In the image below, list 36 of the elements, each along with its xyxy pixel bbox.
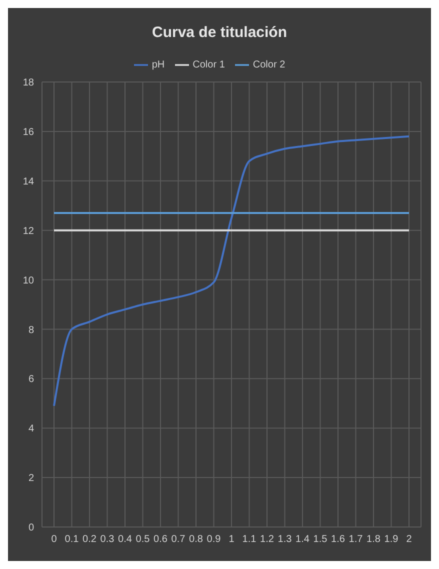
x-tick-label: 1 [228, 534, 235, 546]
x-tick-label: 1.8 [366, 534, 381, 546]
x-tick-label: 0.6 [154, 534, 168, 546]
y-tick-label: 16 [22, 126, 34, 138]
y-tick-label: 4 [28, 424, 34, 435]
x-tick-label: 0.1 [64, 534, 80, 546]
x-tick-label: 1.9 [384, 534, 399, 546]
x-tick-label: 1.7 [348, 534, 364, 546]
y-tick-label: 10 [22, 275, 34, 286]
x-tick-label: 0.4 [118, 534, 132, 546]
y-tick-label: 2 [28, 473, 34, 484]
line-series [53, 135, 410, 407]
y-tick-label: 14 [22, 176, 34, 188]
x-tick-label: 1.1 [242, 534, 257, 546]
x-tick-label: 0.5 [136, 534, 150, 546]
x-tick-label: 0.7 [171, 534, 186, 546]
legend-label: Color 1 [192, 60, 225, 71]
x-tick-label: 0 [51, 534, 58, 546]
x-tick-label: 1.4 [296, 534, 310, 546]
y-tick-label: 6 [28, 374, 34, 386]
y-tick-label: 12 [22, 226, 34, 237]
chart-title: Curva de titulación [150, 23, 288, 43]
legend-label: pH [152, 60, 165, 71]
x-tick-label: 0.8 [189, 534, 204, 546]
x-tick-label: 2 [406, 534, 412, 546]
legend-label: Color 2 [252, 60, 286, 71]
x-tick-label: 1.6 [331, 534, 346, 546]
y-tick-label: 18 [22, 78, 34, 89]
x-tick-label: 1.5 [313, 534, 328, 546]
y-tick-label: 0 [28, 522, 34, 534]
x-tick-label: 0.3 [100, 534, 115, 546]
x-tick-label: 1.3 [278, 534, 292, 546]
x-tick-label: 0.2 [82, 534, 97, 546]
y-tick-label: 8 [28, 324, 34, 336]
x-tick-label: 0.9 [206, 534, 222, 546]
x-tick-label: 1.2 [260, 534, 274, 546]
